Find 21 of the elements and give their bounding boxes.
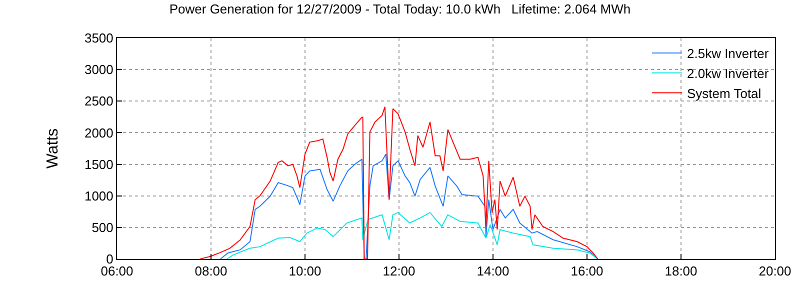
y-tick-label: 1500 <box>84 156 114 172</box>
legend-label: System Total <box>687 86 762 101</box>
y-tick-label: 2500 <box>84 94 114 109</box>
y-axis-title: Watts <box>44 128 62 169</box>
x-tick-label: 16:00 <box>570 264 604 279</box>
line-series <box>226 212 598 259</box>
legend-label: 2.0kw Inverter <box>687 66 770 81</box>
y-tick-label: 3500 <box>84 30 114 46</box>
y-tick-label: 2000 <box>84 125 114 140</box>
y-tick-label: 3000 <box>84 62 114 78</box>
x-tick-label: 08:00 <box>194 264 228 279</box>
x-tick-label: 10:00 <box>288 264 322 279</box>
y-tick-label: 1000 <box>84 188 114 204</box>
y-tick-label: 500 <box>92 220 114 235</box>
x-tick-label: 18:00 <box>664 264 698 279</box>
x-tick-label: 14:00 <box>476 264 510 279</box>
line-series <box>200 106 598 259</box>
chart-title: Power Generation for 12/27/2009 - Total Today: 10.0 kWh Lifetime: 2.064 MWh <box>169 2 631 17</box>
legend-label: 2.5kw Inverter <box>687 46 770 62</box>
x-tick-label: 20:00 <box>758 264 792 279</box>
x-tick-label: 12:00 <box>382 264 416 279</box>
